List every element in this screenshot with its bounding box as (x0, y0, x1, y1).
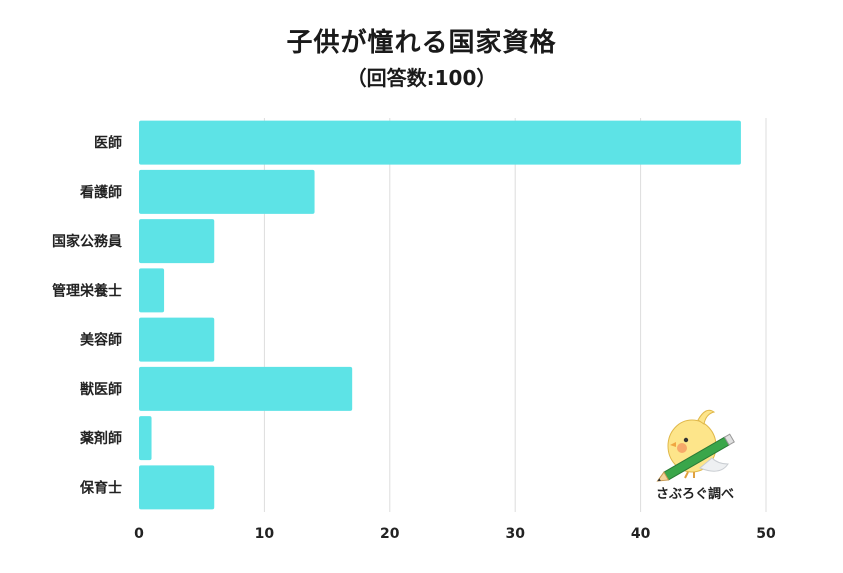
x-tick-label: 0 (134, 526, 144, 542)
bar (139, 317, 215, 362)
bar (139, 465, 215, 510)
category-label: 看護師 (79, 184, 122, 201)
x-tick-label: 10 (255, 526, 275, 542)
bird-with-pencil-icon (656, 409, 735, 482)
category-label: 獣医師 (80, 381, 122, 398)
category-label: 国家公務員 (52, 233, 122, 250)
x-tick-label: 30 (505, 526, 525, 542)
chart-subtitle: （回答数:100） (346, 66, 497, 90)
category-label: 美容師 (80, 332, 122, 349)
bar (139, 169, 315, 214)
bar (139, 268, 165, 313)
category-label: 薬剤師 (80, 430, 122, 447)
category-label: 保育士 (79, 479, 122, 496)
bar (139, 366, 353, 411)
x-tick-label: 40 (631, 526, 651, 542)
category-label: 医師 (94, 135, 122, 152)
x-axis-tick-labels: 0 10 20 30 40 50 (134, 526, 776, 542)
watermark-text: さぶろぐ調べ (655, 487, 734, 502)
bar (139, 120, 741, 165)
category-label: 管理栄養士 (52, 282, 122, 299)
x-tick-label: 20 (380, 526, 400, 542)
bar (139, 416, 152, 461)
chart-title: 子供が憧れる国家資格 (286, 28, 557, 58)
x-tick-label: 50 (756, 526, 776, 542)
bar (139, 219, 215, 264)
bars (139, 120, 741, 510)
